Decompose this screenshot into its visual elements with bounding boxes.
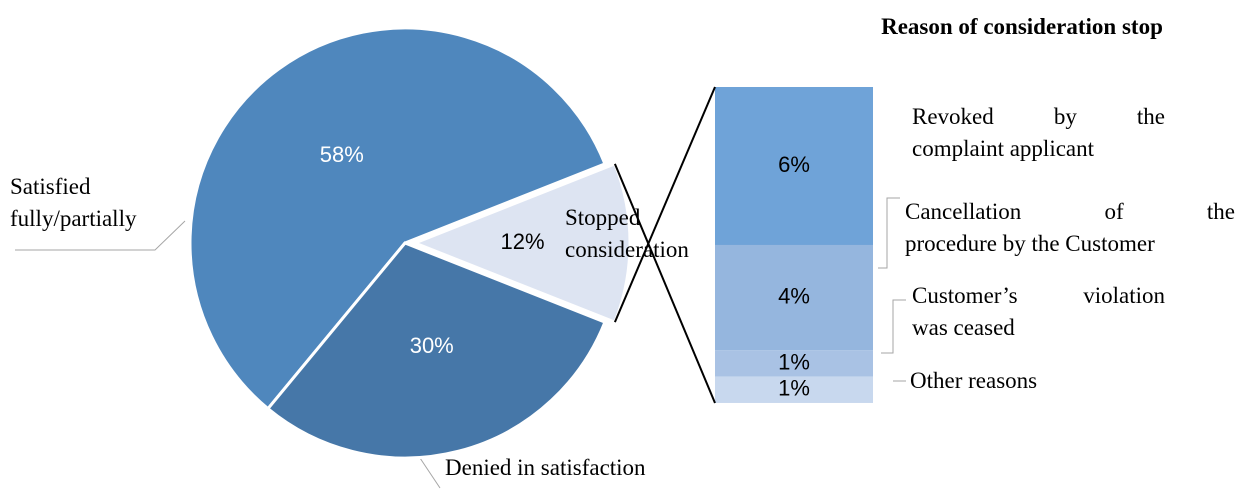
bar-label: Customer’s violation was ceased	[912, 283, 1165, 340]
bar-label: Cancellation of the procedure by the Cus…	[905, 199, 1235, 256]
bar-value-label: 1%	[778, 349, 810, 374]
leader-line	[881, 299, 906, 354]
pie-label: Denied in satisfaction	[445, 455, 646, 480]
leader-line	[15, 220, 186, 251]
pie-slice	[188, 26, 607, 411]
connector	[613, 86, 716, 323]
bar-value-label: 4%	[778, 283, 810, 308]
leader-line	[878, 197, 900, 269]
leader-line	[417, 454, 441, 489]
connector	[613, 163, 716, 404]
bar-value-label: 6%	[778, 152, 810, 177]
bar-segment	[715, 87, 873, 245]
bar-segment	[715, 244, 873, 351]
bar-title: Reason of consideration stop	[881, 14, 1163, 39]
bar-segment	[715, 350, 873, 377]
pie-value-label: 58%	[320, 142, 364, 167]
bar-value-label: 1%	[778, 376, 810, 401]
pie-label: Stopped consideration	[565, 205, 689, 262]
pie-label: Satisfied fully/partially	[10, 174, 137, 231]
bar-segment	[715, 376, 873, 403]
pie-value-label: 12%	[500, 229, 544, 254]
bar-label: Revoked by the complaint applicant	[912, 104, 1165, 161]
bar-label: Other reasons	[910, 368, 1038, 393]
pie-slice	[265, 241, 607, 460]
pie-value-label: 30%	[410, 333, 454, 358]
